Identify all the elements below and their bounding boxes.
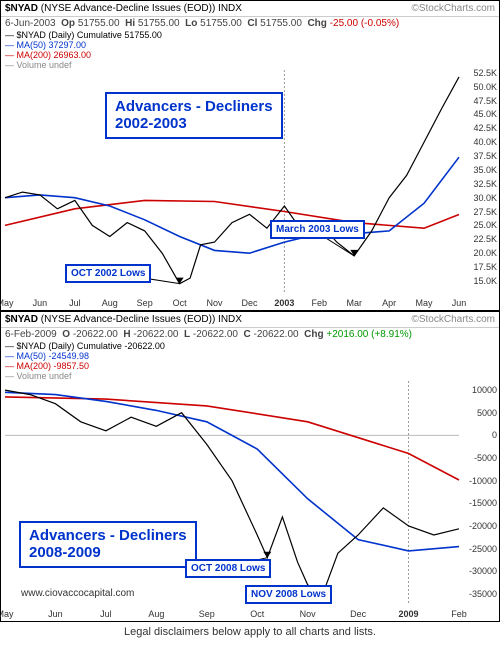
legend-item: — MA(50) -24549.98 [1, 351, 499, 361]
chart-title-box: Advancers - Decliners2008-2009 [19, 521, 197, 568]
chart-date: 6-Feb-2009 [5, 329, 57, 340]
ticker-symbol: $NYAD [5, 3, 38, 14]
y-axis: -35000 -30000 -25000 -20000 -15000 -10000 -500… [459, 381, 499, 601]
x-tick-label: Feb [451, 609, 467, 619]
y-tick-label: 25.0K [473, 220, 497, 230]
x-axis: MayJunJulAugSepOctNovDec2009Feb [5, 603, 459, 621]
x-tick-label: Dec [241, 298, 257, 308]
x-tick-label: 2009 [399, 609, 419, 619]
x-tick-label: Jun [48, 609, 63, 619]
y-tick-label: 20.0K [473, 248, 497, 258]
y-tick-label: 50.0K [473, 82, 497, 92]
x-tick-label: Nov [300, 609, 316, 619]
chart-date: 6-Jun-2003 [5, 18, 56, 29]
y-tick-label: 52.5K [473, 68, 497, 78]
x-tick-label: Feb [312, 298, 328, 308]
y-tick-label: 45.0K [473, 109, 497, 119]
ohlc-row: 6-Feb-2009 O -20622.00 H -20622.00 L -20… [1, 328, 499, 341]
legend-item: — MA(200) -9857.50 [1, 361, 499, 371]
legend-item: — MA(50) 37297.00 [1, 40, 499, 50]
y-tick-label: 37.5K [473, 151, 497, 161]
y-tick-label: 27.5K [473, 207, 497, 217]
y-tick-label: 0 [492, 430, 497, 440]
y-tick-label: -25000 [469, 544, 497, 554]
callout-label: March 2003 Lows [270, 220, 365, 239]
y-tick-label: 10000 [472, 385, 497, 395]
legend-item: — Volume undef [1, 60, 499, 70]
y-tick-label: 15.0K [473, 276, 497, 286]
ticker-desc: (NYSE Advance-Decline Issues (EOD)) INDX [41, 3, 242, 14]
chart-panel: $NYAD (NYSE Advance-Decline Issues (EOD)… [0, 311, 500, 622]
y-tick-label: 35.0K [473, 165, 497, 175]
legend-item: — MA(200) 26963.00 [1, 50, 499, 60]
chart-area: 15.0K 17.5K 20.0K 22.5K 25.0K 27.5K 30.0K 32.5K… [5, 70, 499, 310]
x-tick-label: Apr [382, 298, 396, 308]
x-tick-label: Jun [452, 298, 467, 308]
legend-item: — $NYAD (Daily) Cumulative 51755.00 [1, 30, 499, 40]
ohlc-row: 6-Jun-2003 Op 51755.00 Hi 51755.00 Lo 51… [1, 17, 499, 30]
copyright-label: ©StockCharts.com [411, 314, 495, 325]
copyright-label: ©StockCharts.com [411, 3, 495, 14]
x-tick-label: Sep [199, 609, 215, 619]
x-axis: MayJunJulAugSepOctNovDec2003FebMarAprMay… [5, 292, 459, 310]
y-tick-label: 40.0K [473, 137, 497, 147]
source-url: www.ciovaccocapital.com [21, 588, 134, 599]
y-tick-label: 42.5K [473, 123, 497, 133]
y-tick-label: -35000 [469, 589, 497, 599]
x-tick-label: Jul [69, 298, 81, 308]
x-tick-label: May [0, 298, 14, 308]
disclaimer-text: Legal disclaimers below apply to all cha… [0, 622, 500, 642]
y-tick-label: 47.5K [473, 96, 497, 106]
chart-area: -35000 -30000 -25000 -20000 -15000 -10000 -500… [5, 381, 499, 621]
x-tick-label: Nov [207, 298, 223, 308]
ticker-desc: (NYSE Advance-Decline Issues (EOD)) INDX [41, 314, 242, 325]
x-tick-label: Mar [346, 298, 362, 308]
x-tick-label: Aug [102, 298, 118, 308]
chart-panel: $NYAD (NYSE Advance-Decline Issues (EOD)… [0, 0, 500, 311]
x-tick-label: 2003 [274, 298, 294, 308]
chart-header: $NYAD (NYSE Advance-Decline Issues (EOD)… [1, 312, 499, 328]
chart-title-box: Advancers - Decliners2002-2003 [105, 92, 283, 139]
x-tick-label: May [0, 609, 14, 619]
legend-item: — Volume undef [1, 371, 499, 381]
callout-label: NOV 2008 Lows [245, 585, 332, 604]
x-tick-label: May [416, 298, 433, 308]
legend-item: — $NYAD (Daily) Cumulative -20622.00 [1, 341, 499, 351]
y-tick-label: -5000 [474, 453, 497, 463]
x-tick-label: Jul [100, 609, 112, 619]
x-tick-label: Oct [250, 609, 264, 619]
y-tick-label: -20000 [469, 521, 497, 531]
x-tick-label: Oct [173, 298, 187, 308]
x-tick-label: Aug [148, 609, 164, 619]
callout-label: OCT 2008 Lows [185, 559, 271, 578]
y-tick-label: -10000 [469, 476, 497, 486]
y-tick-label: 5000 [477, 408, 497, 418]
x-tick-label: Dec [350, 609, 366, 619]
ticker-symbol: $NYAD [5, 314, 38, 325]
x-tick-label: Sep [137, 298, 153, 308]
y-axis: 15.0K 17.5K 20.0K 22.5K 25.0K 27.5K 30.0K 32.5K… [459, 70, 499, 290]
y-tick-label: 30.0K [473, 193, 497, 203]
y-tick-label: 32.5K [473, 179, 497, 189]
y-tick-label: 17.5K [473, 262, 497, 272]
x-tick-label: Jun [33, 298, 48, 308]
chart-header: $NYAD (NYSE Advance-Decline Issues (EOD)… [1, 1, 499, 17]
y-tick-label: -30000 [469, 566, 497, 576]
callout-label: OCT 2002 Lows [65, 264, 151, 283]
y-tick-label: -15000 [469, 498, 497, 508]
y-tick-label: 22.5K [473, 234, 497, 244]
